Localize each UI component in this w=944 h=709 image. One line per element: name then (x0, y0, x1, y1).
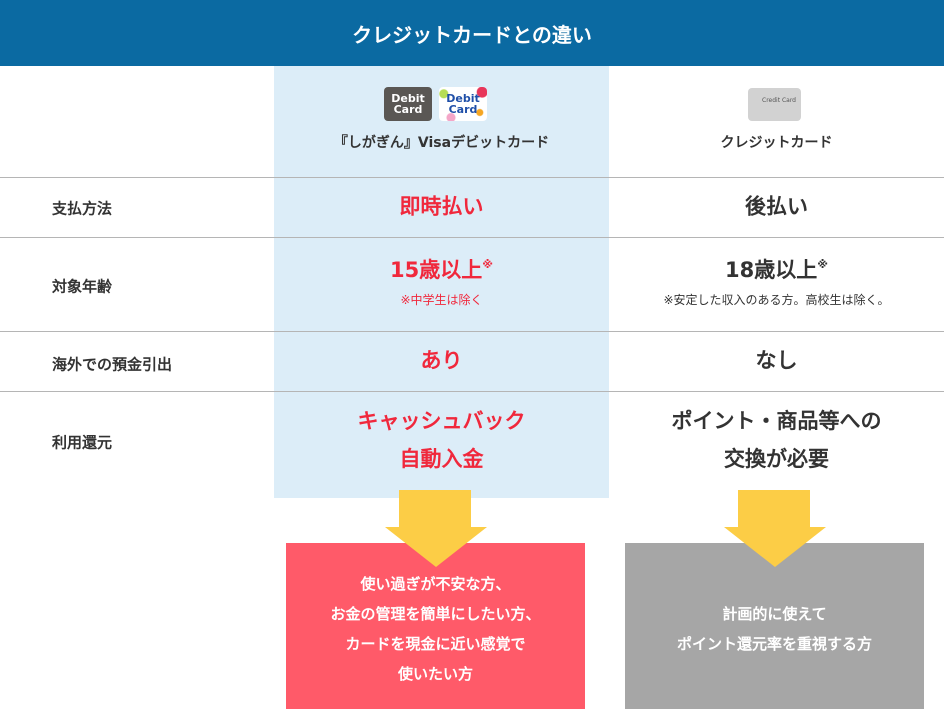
debit-reward-line: 自動入金 (399, 447, 484, 471)
credit-age: 18歳以上※ ※安定した収入のある方。高校生は除く。 (609, 255, 944, 308)
debit-reward: キャッシュバック 自動入金 (274, 402, 609, 478)
debit-age-value: 15歳以上 (390, 257, 483, 282)
debit-overseas: あり (420, 348, 463, 373)
debit-column-header: 『しがぎん』Visaデビットカード (333, 135, 550, 151)
credit-recommend-box: 計画的に使えて ポイント還元率を重視する方 (625, 543, 924, 709)
credit-reward: ポイント・商品等への 交換が必要 (609, 402, 944, 478)
row-label-age: 対象年齢 (52, 277, 113, 296)
credit-card-icon: Credit Card (748, 88, 801, 121)
debit-recommend-box: 使い過ぎが不安な方、 お金の管理を簡単にしたい方、 カードを現金に近い感覚で 使… (286, 543, 585, 709)
divider (0, 237, 944, 238)
credit-reward-line: ポイント・商品等への (671, 409, 882, 433)
debit-card-icon-dots: Debit Card (439, 87, 487, 121)
debit-card-icon-dark: Debit Card (384, 87, 432, 121)
debit-age-mark: ※ (482, 257, 493, 271)
credit-age-mark: ※ (817, 257, 828, 271)
divider (0, 177, 944, 178)
divider (0, 331, 944, 332)
debit-recommend-line: お金の管理を簡単にしたい方、 (330, 605, 541, 623)
credit-reward-line: 交換が必要 (724, 447, 829, 471)
row-label-overseas: 海外での預金引出 (52, 355, 173, 374)
debit-age: 15歳以上※ ※中学生は除く (274, 255, 609, 308)
row-label-payment: 支払方法 (52, 199, 113, 218)
debit-age-note: ※中学生は除く (400, 292, 483, 307)
credit-recommend-line: 計画的に使えて (722, 605, 827, 623)
title-text: クレジットカードとの違い (352, 22, 592, 47)
credit-card-icon-text: Credit Card (762, 97, 796, 104)
debit-recommend-line: 使いたい方 (397, 665, 473, 683)
arrow-down-icon (724, 490, 826, 567)
credit-age-value: 18歳以上 (725, 257, 818, 282)
credit-recommend-line: ポイント還元率を重視する方 (676, 635, 872, 653)
debit-payment: 即時払い (399, 194, 484, 219)
credit-payment: 後払い (745, 194, 808, 219)
page-title: クレジットカードとの違い (0, 0, 944, 66)
debit-column-background (274, 66, 609, 498)
divider (0, 391, 944, 392)
credit-age-note: ※安定した収入のある方。高校生は除く。 (663, 292, 890, 307)
debit-recommend-line: カードを現金に近い感覚で (345, 635, 526, 653)
arrow-down-icon (385, 490, 487, 567)
debit-reward-line: キャッシュバック (357, 409, 526, 433)
credit-overseas: なし (755, 348, 798, 373)
credit-column-header: クレジットカード (720, 135, 833, 151)
row-label-reward: 利用還元 (52, 433, 113, 452)
debit-recommend-line: 使い過ぎが不安な方、 (360, 575, 511, 593)
